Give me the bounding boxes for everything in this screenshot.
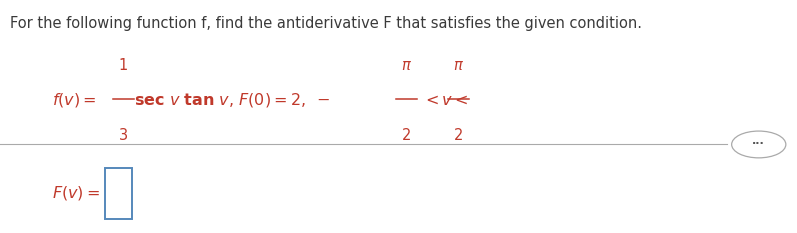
Text: $\pi$: $\pi$ [401, 58, 412, 73]
Text: $f(v) =$: $f(v) =$ [52, 91, 96, 109]
Text: 3: 3 [119, 128, 128, 143]
Text: 2: 2 [402, 128, 411, 143]
Text: For the following function f, find the antiderivative F that satisfies the given: For the following function f, find the a… [10, 16, 642, 31]
Text: 1: 1 [119, 58, 128, 73]
Text: 2: 2 [453, 128, 463, 143]
Text: $< v <$: $< v <$ [422, 93, 469, 108]
Text: ···: ··· [752, 140, 765, 149]
Text: $\mathbf{sec}\ v\ \mathbf{tan}\ v\mathrm{,}\ F(0)=2,\ -$: $\mathbf{sec}\ v\ \mathbf{tan}\ v\mathrm… [134, 91, 330, 109]
Text: $\pi$: $\pi$ [453, 58, 464, 73]
FancyBboxPatch shape [105, 168, 132, 219]
Text: $F(v) =$: $F(v) =$ [52, 184, 100, 202]
Ellipse shape [732, 131, 786, 158]
